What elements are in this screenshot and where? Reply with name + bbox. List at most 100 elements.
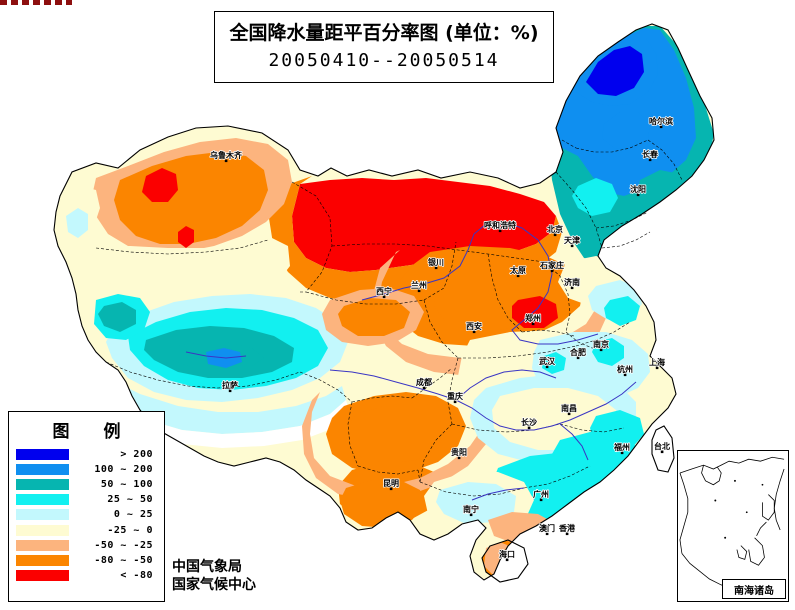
city-label: 呼和浩特 bbox=[484, 220, 516, 230]
city-label: 天津 bbox=[564, 235, 580, 245]
city-label: 广州 bbox=[533, 489, 549, 499]
city-marker: 台北 bbox=[653, 440, 671, 454]
city-marker: 昆明 bbox=[382, 477, 400, 491]
city-label: 合肥 bbox=[569, 347, 586, 357]
legend-swatch bbox=[15, 553, 70, 567]
city-marker: 天津 bbox=[563, 234, 581, 248]
city-label: 南京 bbox=[593, 339, 609, 349]
city-dot-icon bbox=[417, 289, 421, 293]
legend-item: 25 ~ 50 bbox=[15, 492, 158, 507]
legend-label: -50 ~ -25 bbox=[94, 539, 153, 551]
city-label: 海口 bbox=[499, 549, 515, 559]
city-label: 拉萨 bbox=[222, 380, 238, 390]
city-marker: 香港 bbox=[557, 522, 577, 536]
city-dot-icon bbox=[224, 159, 228, 163]
city-label: 乌鲁木齐 bbox=[210, 150, 243, 160]
city-dot-icon bbox=[434, 266, 438, 270]
legend-item: 100 ~ 200 bbox=[15, 462, 158, 477]
city-marker: 福州 bbox=[612, 441, 631, 455]
city-dot-icon bbox=[527, 426, 531, 430]
city-dot-icon bbox=[422, 386, 426, 390]
city-dot-icon bbox=[576, 356, 580, 360]
city-label: 成都 bbox=[416, 377, 432, 387]
legend-label: -25 ~ 0 bbox=[107, 524, 153, 536]
city-marker: 哈尔滨 bbox=[648, 115, 674, 129]
city-label: 北京 bbox=[547, 224, 563, 234]
legend: 图 例 > 200 100 ~ 200 50 ~ 100 25 ~ 50 0 ~ 25 -… bbox=[8, 411, 165, 602]
city-marker: 银川 bbox=[426, 256, 445, 270]
city-marker: 石家庄 bbox=[538, 259, 565, 273]
city-marker: 拉萨 bbox=[221, 379, 239, 393]
inset-label: 南海诸岛 bbox=[722, 579, 786, 599]
city-dot-icon bbox=[472, 330, 476, 334]
city-marker: 南宁 bbox=[462, 503, 480, 517]
city-dot-icon bbox=[469, 513, 473, 517]
city-dot-icon bbox=[457, 456, 461, 460]
legend-item: -50 ~ -25 bbox=[15, 538, 158, 553]
city-dot-icon bbox=[570, 286, 574, 290]
city-dot-icon bbox=[553, 233, 557, 237]
legend-item: < -80 bbox=[15, 568, 158, 583]
legend-item: > 200 bbox=[15, 447, 158, 462]
attribution: 中国气象局 国家气候中心 bbox=[172, 558, 256, 595]
legend-item: -25 ~ 0 bbox=[15, 522, 158, 537]
city-marker: 长春 bbox=[641, 148, 659, 162]
city-label: 沈阳 bbox=[630, 184, 646, 194]
city-label: 哈尔滨 bbox=[649, 116, 673, 126]
city-marker: 沈阳 bbox=[629, 183, 647, 197]
title-date-range: 20050410--20050514 bbox=[268, 50, 500, 72]
city-marker: 澳门 bbox=[538, 522, 556, 536]
city-marker: 郑州 bbox=[524, 312, 542, 326]
legend-label: 100 ~ 200 bbox=[94, 464, 153, 476]
city-label: 兰州 bbox=[411, 280, 427, 290]
city-label: 南宁 bbox=[463, 504, 479, 514]
city-marker: 合肥 bbox=[568, 346, 587, 360]
south-china-sea-inset: 南海诸岛 bbox=[677, 450, 789, 602]
legend-heading: 图 例 bbox=[52, 422, 135, 442]
city-marker: 杭州 bbox=[616, 363, 634, 377]
legend-item: -80 ~ -50 bbox=[15, 553, 158, 568]
city-dot-icon bbox=[565, 532, 569, 536]
city-dot-icon bbox=[620, 451, 624, 455]
legend-item: 0 ~ 25 bbox=[15, 507, 158, 522]
city-label: 贵阳 bbox=[451, 447, 467, 457]
legend-swatch bbox=[15, 463, 70, 477]
city-label: 西安 bbox=[466, 321, 482, 331]
city-label: 南昌 bbox=[561, 403, 577, 413]
city-marker: 贵阳 bbox=[450, 446, 468, 460]
legend-swatch bbox=[15, 523, 70, 537]
city-marker: 上海 bbox=[648, 356, 666, 370]
city-label: 长沙 bbox=[521, 417, 537, 427]
city-marker: 南京 bbox=[592, 338, 610, 352]
city-marker: 长沙 bbox=[520, 416, 538, 430]
city-dot-icon bbox=[453, 400, 457, 404]
city-marker: 重庆 bbox=[446, 390, 464, 404]
national-border bbox=[53, 23, 715, 583]
city-dot-icon bbox=[498, 229, 502, 233]
city-dot-icon bbox=[636, 193, 640, 197]
city-marker: 广州 bbox=[532, 488, 550, 502]
city-dot-icon bbox=[539, 498, 543, 502]
attribution-line-2: 国家气候中心 bbox=[172, 577, 256, 594]
city-label: 上海 bbox=[649, 357, 665, 367]
legend-swatch bbox=[15, 478, 70, 492]
city-label: 太原 bbox=[509, 265, 526, 275]
city-dot-icon bbox=[382, 295, 386, 299]
city-label: 郑州 bbox=[525, 313, 541, 323]
legend-item: 50 ~ 100 bbox=[15, 477, 158, 492]
city-marker: 济南 bbox=[563, 276, 581, 290]
city-marker: 北京 bbox=[546, 223, 564, 237]
legend-swatch bbox=[15, 493, 70, 507]
city-dot-icon bbox=[389, 487, 393, 491]
city-label: 澳门 bbox=[539, 523, 555, 533]
city-label: 昆明 bbox=[383, 478, 399, 488]
legend-label: 25 ~ 50 bbox=[107, 494, 153, 506]
legend-rows: > 200 100 ~ 200 50 ~ 100 25 ~ 50 0 ~ 25 -25 ~… bbox=[9, 447, 164, 583]
city-dot-icon bbox=[599, 348, 603, 352]
city-label: 济南 bbox=[564, 277, 580, 287]
city-dot-icon bbox=[567, 412, 571, 416]
city-marker: 武汉 bbox=[538, 355, 557, 369]
city-label: 西宁 bbox=[376, 286, 392, 296]
